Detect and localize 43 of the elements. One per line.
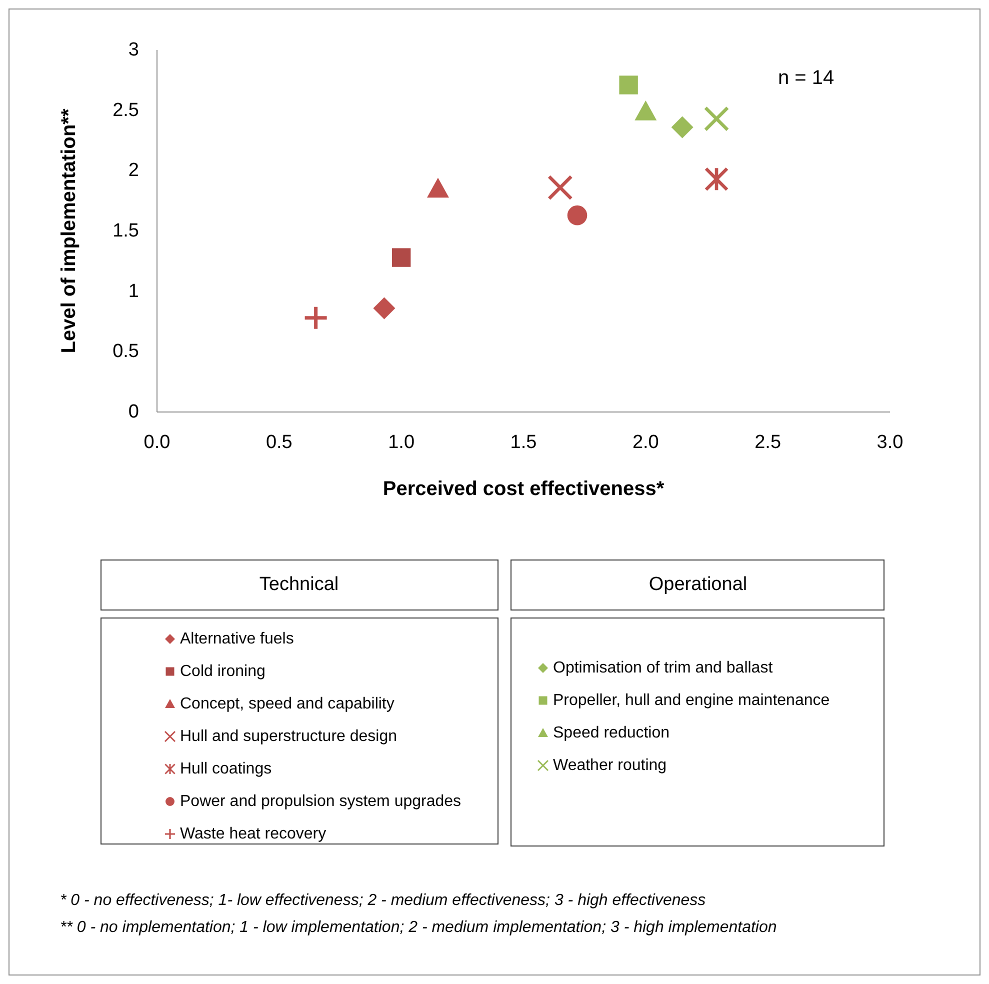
legend-label: Weather routing <box>553 757 667 774</box>
text: * 0 - no effectiveness; 1- low effectiveness; 2 - medium effectiveness; 3 - high effectiveness <box>60 892 706 909</box>
point <box>426 178 449 198</box>
text: Technical <box>259 574 339 595</box>
y-tick-label: 3 <box>128 40 139 60</box>
y-tick-label: 2 <box>128 160 139 182</box>
point <box>619 76 638 94</box>
point <box>704 167 728 191</box>
text: Operational <box>648 574 748 595</box>
legend-label: Alternative fuels <box>180 630 294 648</box>
legend-label: Concept, speed and capability <box>180 696 394 712</box>
legend-label: Waste heat recovery <box>180 826 326 842</box>
point <box>634 100 657 120</box>
y-tick-label: 1 <box>128 280 139 302</box>
y-tick-label: 0.5 <box>112 341 139 362</box>
point <box>548 174 573 200</box>
legend-label: Power and propulsion system upgrades <box>180 793 462 810</box>
legend-label: Speed reduction <box>553 724 670 742</box>
x-tick-label: 2.5 <box>754 432 782 453</box>
x-tick-label: 0.0 <box>144 432 170 453</box>
point <box>704 106 730 132</box>
x-tick-label: 0.5 <box>266 432 292 453</box>
x-tick-label: 1.0 <box>388 432 415 453</box>
y-axis-title: Level of implementation** <box>58 108 80 354</box>
x-tick-label: 2.0 <box>632 432 659 453</box>
point <box>373 297 396 320</box>
x-axis-title: Perceived cost effectiveness* <box>382 478 664 500</box>
point <box>304 306 327 329</box>
y-tick-label: 2.5 <box>112 100 139 121</box>
annotation: n = 14 <box>778 67 834 89</box>
legend-label: Propeller, hull and engine maintenance <box>553 692 830 709</box>
legend-label: Cold ironing <box>180 663 266 680</box>
point <box>567 205 588 226</box>
x-tick-label: 1.5 <box>510 432 537 453</box>
y-tick-label: 0 <box>128 402 139 422</box>
legend-label: Hull and superstructure design <box>180 728 398 745</box>
point <box>392 248 411 267</box>
text: ** 0 - no implementation; 1 - low implementation; 2 - medium implementation; 3 - high implementation <box>60 919 777 936</box>
y-tick-label: 1.5 <box>112 220 139 242</box>
point <box>671 116 694 138</box>
legend-label: Hull coatings <box>180 760 272 778</box>
legend-label: Optimisation of trim and ballast <box>553 660 774 676</box>
x-tick-label: 3.0 <box>876 432 904 453</box>
